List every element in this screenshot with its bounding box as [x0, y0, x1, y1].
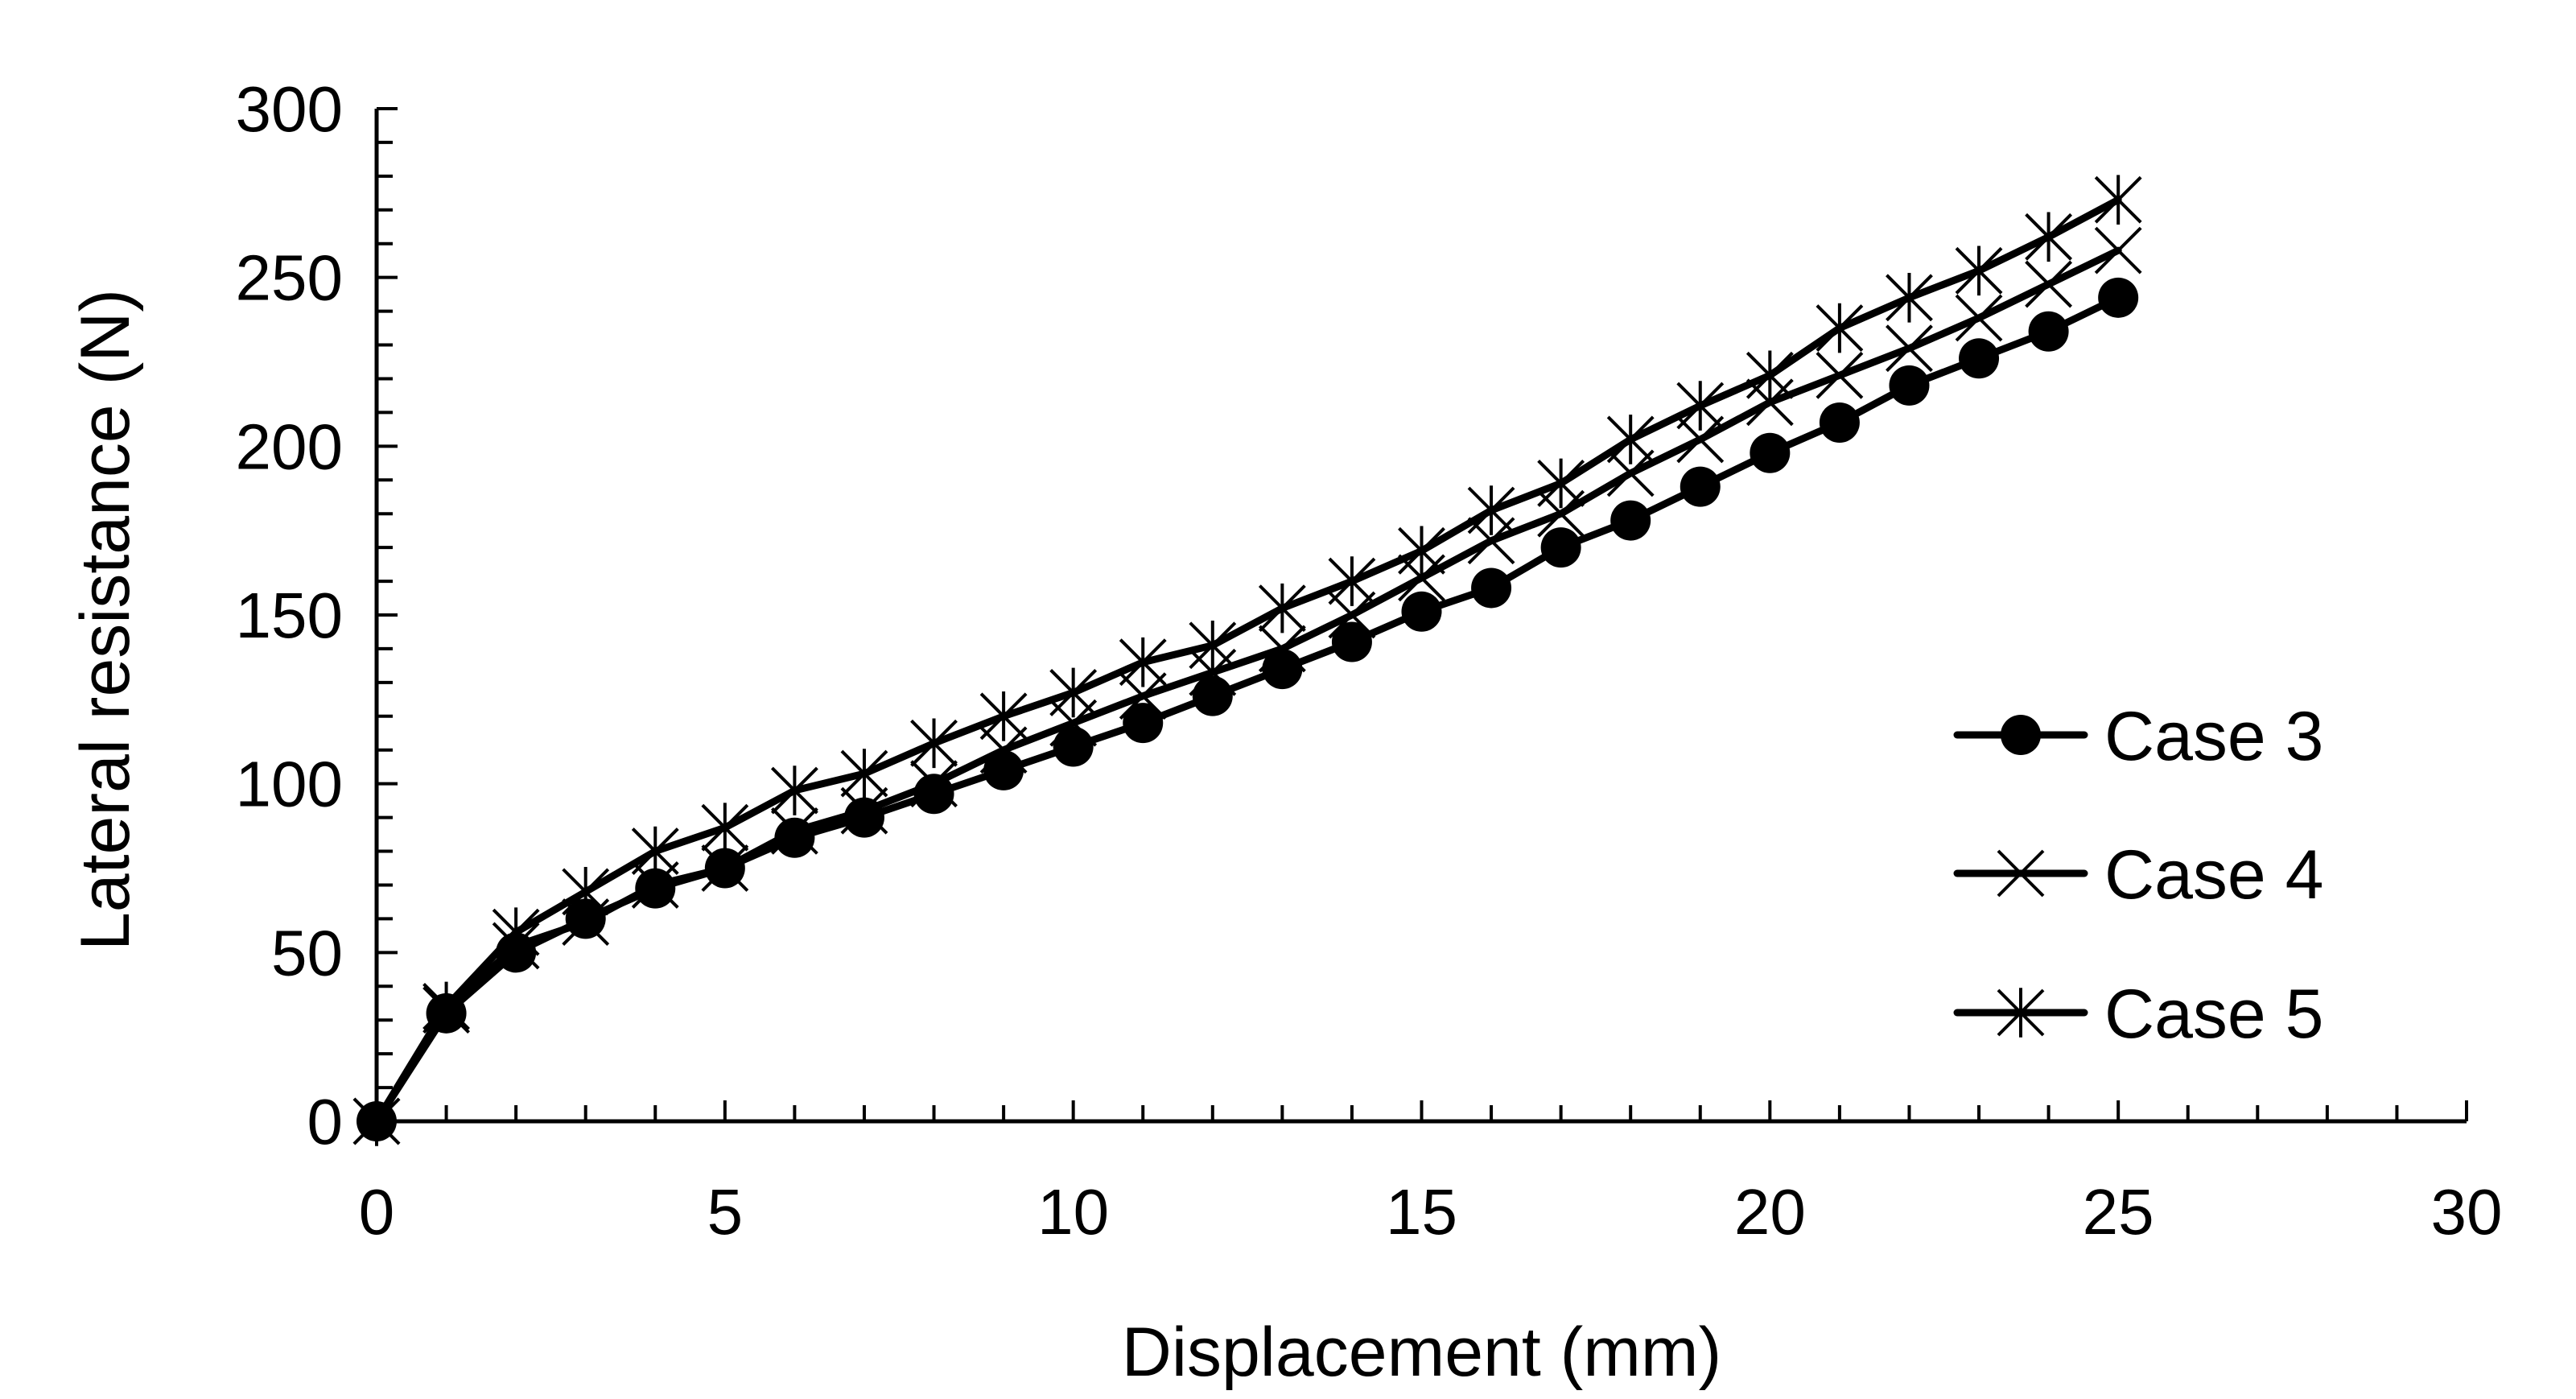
data-point: [1398, 554, 1445, 602]
legend-item: Case 4: [1953, 836, 2324, 914]
data-point: [1959, 338, 2000, 379]
legend-label: Case 5: [2104, 976, 2324, 1053]
data-point: [979, 691, 1028, 741]
legend-label: Case 3: [2104, 698, 2324, 775]
legend-marker: [2001, 715, 2041, 755]
y-tick-label: 150: [236, 580, 343, 651]
data-point: [631, 826, 679, 877]
legend-marker: [1997, 849, 2045, 898]
x-tick-label: 25: [2083, 1176, 2154, 1248]
data-point: [1676, 415, 1725, 464]
data-point: [1467, 485, 1515, 535]
data-point: [1123, 703, 1164, 744]
data-point: [1258, 583, 1306, 633]
data-point: [1053, 726, 1094, 767]
data-point: [840, 786, 888, 835]
data-point: [631, 861, 679, 909]
x-tick-label: 10: [1037, 1176, 1109, 1248]
data-point: [1816, 351, 1864, 399]
data-point: [2028, 311, 2069, 352]
y-tick-label: 250: [236, 242, 343, 314]
data-point: [422, 981, 470, 1032]
data-point: [1471, 567, 1512, 609]
legend-marker: [1997, 988, 2045, 1038]
y-tick-label: 0: [307, 1086, 344, 1158]
y-axis-title: Lateral resistance (N): [67, 289, 144, 951]
data-point: [2098, 277, 2139, 318]
data-point: [1676, 381, 1725, 431]
data-point: [1328, 591, 1376, 639]
data-point: [910, 760, 958, 808]
y-tick-label: 300: [236, 73, 343, 145]
data-point: [1750, 432, 1791, 473]
data-point: [1189, 648, 1237, 696]
legend: Case 3 Case 4 Case 5: [1953, 698, 2324, 1053]
data-point: [2094, 175, 2142, 225]
data-point: [1192, 675, 1233, 716]
legend-label: Case 4: [2104, 836, 2324, 914]
data-point: [1119, 672, 1167, 720]
data-point: [1049, 667, 1098, 718]
data-point: [1889, 365, 1930, 406]
data-point: [1606, 449, 1655, 497]
x-tick-label: 20: [1734, 1176, 1806, 1248]
series-2: [352, 226, 2142, 1145]
data-point: [1258, 625, 1306, 673]
x-tick-label: 0: [359, 1176, 395, 1248]
legend-item: Case 5: [1953, 976, 2324, 1053]
data-point: [701, 803, 749, 852]
data-point: [770, 807, 818, 855]
data-point: [1955, 294, 2003, 342]
data-point: [2094, 226, 2142, 274]
data-point: [770, 766, 818, 815]
data-point: [1540, 527, 1581, 568]
data-point: [1819, 402, 1860, 443]
data-point: [910, 718, 958, 769]
data-point: [2025, 212, 2073, 262]
data-point: [1331, 621, 1372, 662]
x-tick-label: 30: [2431, 1176, 2503, 1248]
data-point: [2025, 260, 2073, 308]
x-tick-label: 5: [707, 1176, 744, 1248]
data-point: [1680, 466, 1721, 507]
x-axis-title: Displacement (mm): [1122, 1314, 1721, 1391]
data-point: [1816, 303, 1864, 353]
series-line: [373, 246, 2122, 1125]
data-point: [1610, 500, 1651, 541]
data-point: [562, 867, 610, 917]
data-point: [1745, 350, 1794, 401]
series-layer: [352, 175, 2142, 1146]
data-point: [352, 1096, 401, 1146]
data-point: [1886, 324, 1933, 373]
data-point: [840, 749, 888, 799]
data-point: [701, 844, 749, 892]
x-tick-label: 15: [1386, 1176, 1457, 1248]
data-point: [1537, 458, 1585, 509]
data-point: [492, 907, 540, 957]
series-3: [352, 175, 2142, 1146]
data-point: [1328, 556, 1376, 606]
legend-item: Case 3: [1953, 698, 2324, 775]
data-point: [1886, 273, 1933, 323]
data-point: [1745, 378, 1794, 427]
y-tick-label: 100: [236, 749, 343, 820]
series-line: [373, 196, 2122, 1125]
data-point: [1119, 637, 1167, 687]
y-tick-label: 200: [236, 411, 343, 482]
data-point: [979, 726, 1028, 774]
y-tick-label: 50: [271, 917, 343, 988]
data-point: [1606, 415, 1655, 464]
data-point: [1398, 526, 1445, 576]
series-1: [357, 277, 2139, 1141]
data-point: [1189, 620, 1237, 671]
data-point: [1401, 591, 1442, 632]
data-point: [1955, 246, 2003, 296]
